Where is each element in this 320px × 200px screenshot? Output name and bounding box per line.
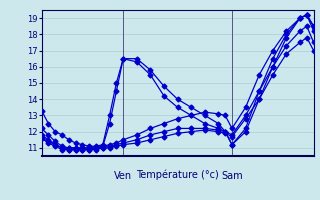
Text: Sam: Sam: [221, 171, 243, 181]
Text: Ven: Ven: [114, 171, 132, 181]
X-axis label: Température (°c): Température (°c): [136, 170, 219, 180]
